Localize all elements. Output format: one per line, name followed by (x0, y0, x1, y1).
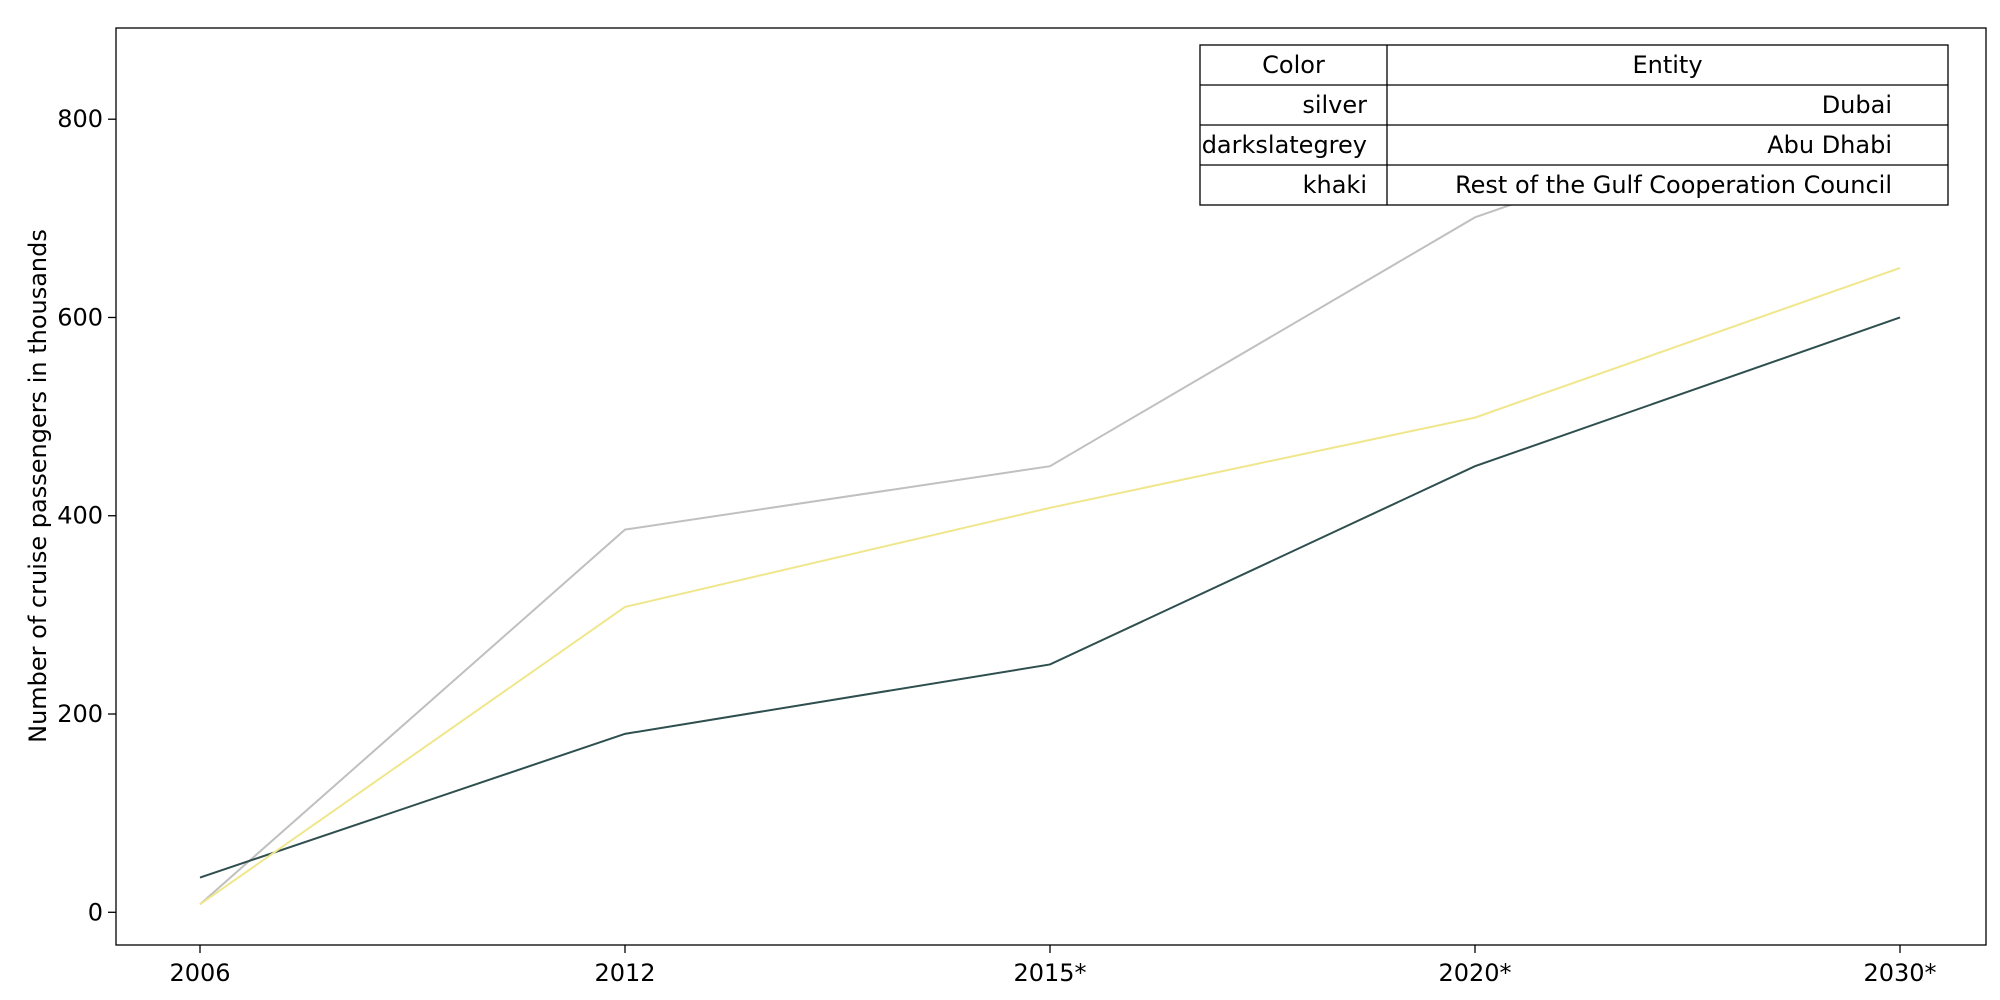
legend-table: Color Entity silver Dubai darkslategrey Abu D… (1199, 44, 1949, 206)
x-axis: 2006 2012 2015* 2020* 2030* (169, 945, 1937, 987)
x-tick-label: 2006 (169, 959, 230, 987)
y-tick-label: 400 (57, 502, 103, 530)
y-tick-label: 0 (88, 898, 103, 926)
legend-header-color: Color (1262, 51, 1325, 79)
y-axis-title: Number of cruise passengers in thousands (24, 229, 52, 743)
plot-area-frame (115, 27, 1987, 946)
legend-cell-entity: Rest of the Gulf Cooperation Council (1455, 171, 1892, 199)
series-line-abu-dhabi (199, 316, 1901, 879)
y-tick-label: 800 (57, 105, 103, 133)
legend-cell-color: darkslategrey (1202, 131, 1367, 159)
x-tick-label: 2012 (594, 959, 655, 987)
legend-cell-color: silver (1302, 91, 1367, 119)
y-axis: 0 200 400 600 800 (57, 105, 116, 926)
x-tick-label: 2015* (1013, 959, 1086, 987)
y-tick-label: 200 (57, 700, 103, 728)
legend-cell-color: khaki (1303, 171, 1367, 199)
x-tick-label: 2030* (1863, 959, 1936, 987)
x-tick-label: 2020* (1438, 959, 1511, 987)
legend-cell-entity: Abu Dhabi (1767, 131, 1892, 159)
y-tick-label: 600 (57, 303, 103, 331)
series-line-rest-of-the-gulf-cooperation-council (199, 266, 1901, 906)
legend-cell-entity: Dubai (1822, 91, 1892, 119)
legend-header-entity: Entity (1632, 51, 1702, 79)
